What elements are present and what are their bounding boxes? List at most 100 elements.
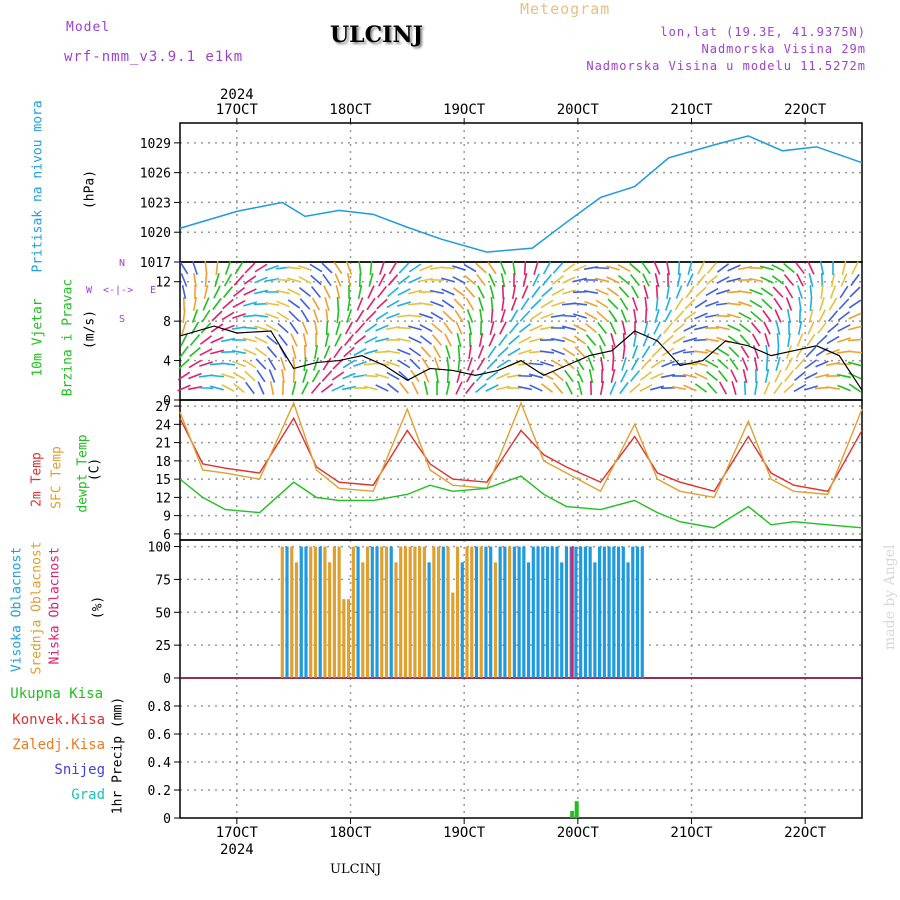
wind-barb — [324, 333, 330, 347]
wind-barb — [245, 381, 255, 395]
subtitle: Meteogram — [520, 0, 611, 18]
wind-barb — [409, 358, 421, 370]
wind-barb — [716, 276, 730, 284]
wind-barb — [642, 273, 650, 287]
cloud-bar — [365, 546, 370, 678]
wind-barb — [774, 309, 782, 323]
wind-barb — [632, 332, 638, 348]
wind-barb — [552, 262, 564, 274]
wind-barb — [529, 373, 543, 379]
wind-barb — [463, 263, 477, 273]
wind-barb — [552, 275, 564, 285]
precip-legend-snow: Snijeg — [54, 762, 105, 778]
wind-barb — [752, 345, 760, 359]
cloud-bar — [285, 546, 289, 678]
wind-barb — [731, 381, 737, 395]
wind-barb — [397, 348, 411, 356]
wind-barb — [654, 273, 660, 287]
wind-barb — [276, 300, 290, 308]
wind-barb — [358, 260, 362, 276]
wind-barb — [620, 309, 628, 323]
wind-barb — [771, 264, 785, 272]
wind-barb — [501, 284, 505, 300]
wind-barb — [198, 386, 214, 390]
wind-barb — [386, 371, 400, 381]
precip-legend-conv: Konvek.Kisa — [12, 712, 105, 728]
wind-barb — [265, 264, 279, 272]
wind-barb — [465, 297, 475, 311]
wind-barb — [550, 337, 566, 343]
wind-barb — [848, 312, 862, 320]
y-tick-label: 75 — [155, 573, 171, 588]
wind-barb — [695, 286, 707, 298]
wind-barb — [188, 372, 202, 380]
wind-barb — [655, 284, 659, 300]
wind-barb — [179, 345, 189, 359]
wind-barb — [189, 334, 201, 346]
wind-barb — [243, 275, 257, 285]
wind-barb — [761, 298, 773, 310]
wind-barb — [807, 321, 815, 335]
wind-barb — [573, 313, 587, 319]
wind-barb — [232, 299, 246, 309]
wind-barb — [818, 309, 826, 323]
cloud-bar — [436, 546, 441, 678]
cloud-bar — [408, 546, 412, 678]
wind-barb — [749, 299, 763, 309]
wind-barb — [192, 296, 198, 312]
wind-barb — [675, 285, 683, 299]
wind-barb — [597, 333, 607, 347]
wind-barb — [408, 336, 422, 344]
date-label-top: 19OCT — [443, 102, 486, 118]
wind-barb — [353, 360, 367, 368]
wind-barb — [357, 284, 363, 300]
y-tick-label: 0.6 — [148, 728, 171, 743]
wind-barb — [541, 274, 553, 286]
wind-barb — [443, 321, 453, 335]
wind-barb — [221, 311, 235, 321]
wind-barb — [683, 337, 697, 343]
date-label-bottom: 21OCT — [670, 825, 713, 841]
y-tick-label: 27 — [155, 400, 171, 415]
wind-barb — [683, 384, 697, 392]
wind-barb — [253, 314, 269, 318]
wind-barb — [796, 273, 804, 287]
cloud-bar — [399, 546, 403, 678]
wind-barb — [507, 347, 521, 357]
model-altitude: Nadmorska Visina u modelu 11.5272m — [586, 59, 866, 73]
wind-barb — [301, 321, 309, 335]
wind-barb — [243, 301, 257, 307]
wind-barb — [500, 272, 506, 288]
wind-barb — [498, 333, 508, 347]
cloud-bar — [422, 546, 426, 678]
wind-barb — [303, 356, 307, 372]
wind-barb — [577, 381, 583, 395]
wind-barb — [276, 311, 290, 321]
wind-barb — [264, 302, 280, 306]
wind-barb — [411, 381, 419, 395]
wind-barb — [594, 266, 610, 270]
wind-barb — [231, 349, 247, 355]
cloud-bar — [550, 546, 554, 678]
cloud-bar — [522, 546, 526, 678]
wind-barb — [464, 286, 476, 298]
wind-barb — [584, 311, 598, 321]
wind-barb — [641, 261, 651, 275]
cloud-bar — [583, 546, 588, 678]
wind-barb — [517, 374, 533, 378]
wind-barb — [431, 322, 443, 334]
wind-barb — [419, 313, 433, 319]
wind-barb — [663, 322, 673, 334]
wind-barb — [386, 312, 400, 320]
wind-barb — [477, 345, 485, 359]
wind-barb — [584, 300, 598, 308]
wind-barb — [836, 373, 852, 379]
wind-barb — [457, 344, 461, 360]
wind-barb — [521, 285, 529, 299]
wind-barb — [234, 261, 244, 275]
wind-barb — [706, 274, 718, 286]
wind-barb — [836, 362, 852, 366]
wind-barb — [430, 300, 444, 308]
year-label-bottom: 2024 — [220, 842, 254, 858]
date-label-bottom: 19OCT — [443, 825, 486, 841]
